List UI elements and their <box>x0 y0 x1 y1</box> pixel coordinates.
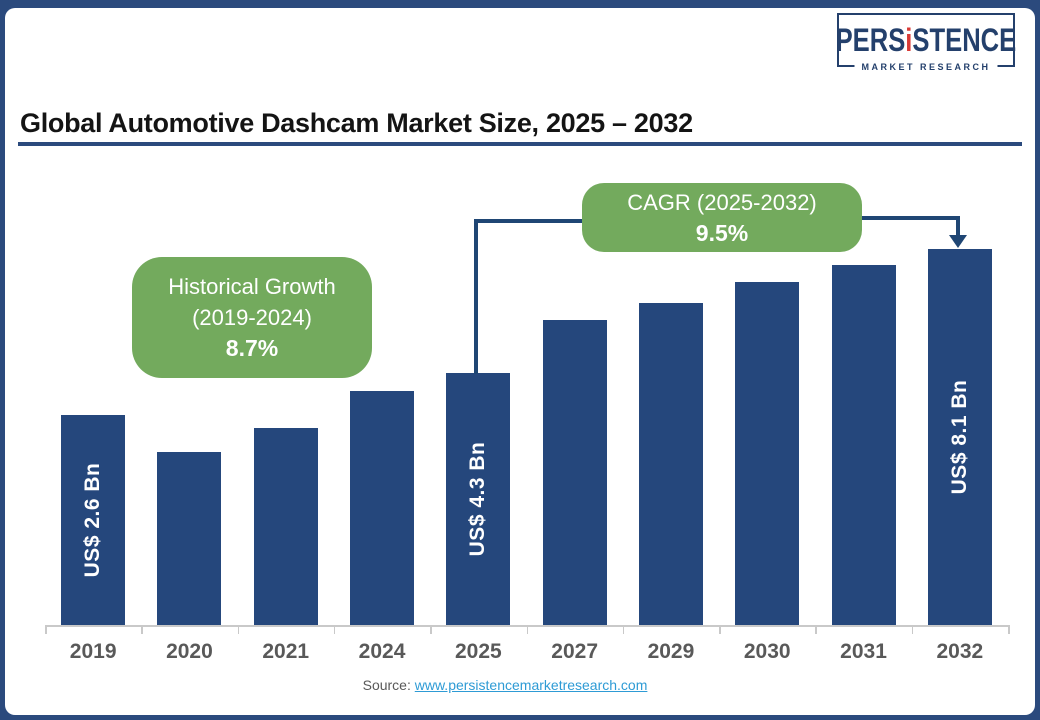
logo-part-1: PERS <box>835 22 906 58</box>
arrow-down-icon <box>949 235 967 248</box>
x-axis-label-2024: 2024 <box>358 640 406 663</box>
logo-part-2: STENCE <box>912 22 1017 58</box>
bar-value-label-2025: US$ 4.3 Bn <box>466 441 490 557</box>
title-underline <box>18 142 1022 146</box>
bar-2020 <box>157 452 222 625</box>
x-axis-label-2027: 2027 <box>551 640 598 663</box>
x-axis-line <box>45 625 1010 627</box>
x-axis-tick <box>141 626 143 634</box>
cagr-callout: CAGR (2025-2032) 9.5% <box>582 183 862 252</box>
bar-value-label-2032: US$ 8.1 Bn <box>947 379 971 495</box>
cagr-connector-left-vertical <box>474 219 478 374</box>
x-axis-tick <box>815 626 817 634</box>
bar-2031 <box>831 265 896 625</box>
source-line: Source: www.persistencemarketresearch.co… <box>0 677 1010 693</box>
bar-2032: US$ 8.1 Bn <box>927 249 992 625</box>
bar-2025: US$ 4.3 Bn <box>446 373 511 625</box>
persistence-logo: PERSiSTENCE MARKET RESEARCH <box>836 13 1017 72</box>
bar-2027 <box>542 320 607 625</box>
historical-growth-value: 8.7% <box>225 335 279 361</box>
x-axis-tick <box>526 626 528 634</box>
bar-2021 <box>253 428 318 625</box>
x-axis-label-2019: 2019 <box>69 640 117 663</box>
x-axis-label-2030: 2030 <box>743 640 791 663</box>
bar-value-label-2019: US$ 2.6 Bn <box>81 462 105 578</box>
source-prefix: Source: <box>362 677 411 693</box>
cagr-connector-right-horizontal <box>862 216 960 220</box>
x-axis-label-2031: 2031 <box>840 640 887 663</box>
x-axis-tick <box>237 626 240 634</box>
historical-growth-callout: Historical Growth (2019-2024) 8.7% <box>132 257 372 378</box>
x-axis-label-2020: 2020 <box>166 640 213 663</box>
logo-part-i: i <box>905 22 913 58</box>
logo-wordmark: PERSiSTENCE <box>836 24 1017 56</box>
page-title: Global Automotive Dashcam Market Size, 2… <box>20 108 693 138</box>
bar-2030 <box>735 282 800 625</box>
x-axis-tick <box>333 626 336 634</box>
source-link[interactable]: www.persistencemarketresearch.com <box>414 677 648 693</box>
x-axis-label-2025: 2025 <box>454 640 502 663</box>
bar-2019: US$ 2.6 Bn <box>61 415 126 625</box>
historical-growth-period: (2019-2024) <box>192 305 312 330</box>
x-axis-label-2032: 2032 <box>936 640 984 663</box>
bar-2029 <box>638 303 703 625</box>
cagr-value: 9.5% <box>695 219 749 246</box>
bar-2024 <box>350 391 415 625</box>
x-axis-tick <box>430 626 432 634</box>
x-axis-tick <box>719 626 721 634</box>
cagr-connector-right-vertical <box>956 216 960 236</box>
cagr-connector-left-horizontal <box>474 219 582 223</box>
x-axis-label-2021: 2021 <box>262 640 310 663</box>
x-axis-tick <box>911 626 914 634</box>
cagr-label: CAGR (2025-2032) <box>627 189 817 215</box>
logo-subtitle: MARKET RESEARCH <box>854 62 998 72</box>
x-axis-tick <box>622 626 625 634</box>
x-axis-tick <box>45 626 47 634</box>
x-axis-label-2029: 2029 <box>647 640 695 663</box>
historical-growth-label: Historical Growth <box>168 274 336 299</box>
x-axis-tick <box>1008 626 1010 634</box>
